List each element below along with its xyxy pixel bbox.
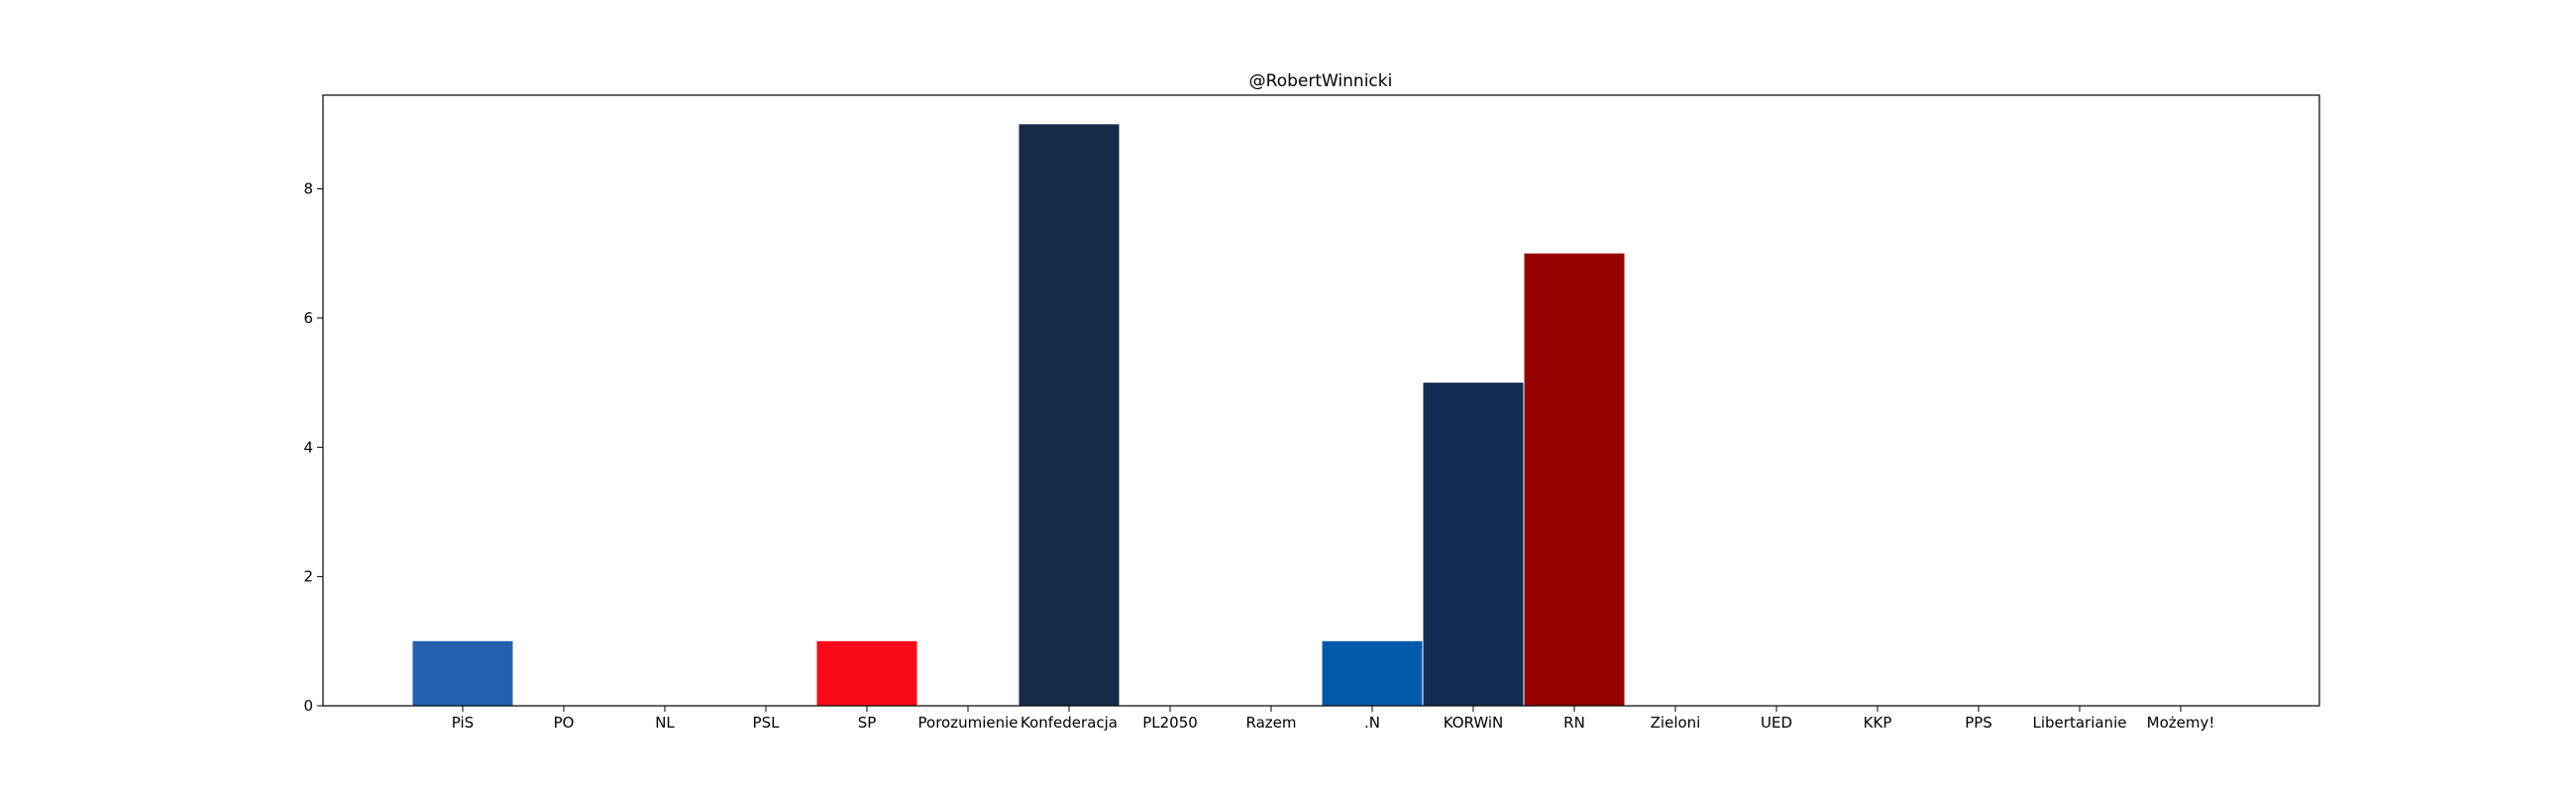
x-tick-label: PiS (452, 714, 474, 732)
x-tick-label: PO (554, 714, 575, 732)
y-tick-label: 6 (303, 309, 313, 327)
x-tick-label: Razem (1246, 714, 1297, 732)
x-tick-label: PL2050 (1142, 714, 1198, 732)
y-tick-label: 2 (303, 568, 313, 586)
x-tick-label: UED (1761, 714, 1792, 732)
plot-frame (322, 94, 2320, 707)
x-tick-label: PSL (753, 714, 781, 732)
bar-PiS (412, 640, 513, 706)
y-tick-label: 8 (303, 180, 313, 198)
bars-group (412, 124, 1625, 707)
x-tick-label: Zieloni (1651, 714, 1701, 732)
y-tick-label: 0 (303, 697, 313, 715)
bar-RN (1524, 253, 1625, 706)
bar-.N (1322, 640, 1423, 706)
x-tick-label: Porozumienie (918, 714, 1019, 732)
x-tick-label: SP (858, 714, 877, 732)
x-tick-label: KKP (1864, 714, 1892, 732)
x-tick-label: KORWiN (1444, 714, 1504, 732)
x-tick-label: Libertarianie (2033, 714, 2127, 732)
x-tick-label: .N (1364, 714, 1380, 732)
chart-title: @RobertWinnicki (1249, 71, 1393, 91)
x-tick-label: RN (1563, 714, 1585, 732)
x-tick-label: Konfederacja (1020, 714, 1118, 732)
bar-Konfederacja (1019, 124, 1120, 707)
y-tick-label: 4 (303, 438, 313, 456)
x-tick-label: Możemy! (2147, 714, 2215, 732)
x-axis: PiS PO NL PSL SP Porozumienie Konfederacja PL20… (452, 706, 2215, 732)
bar-SP (816, 640, 917, 706)
x-tick-label: NL (655, 714, 675, 732)
y-axis: 0 2 4 6 8 (303, 180, 323, 715)
x-tick-label: PPS (1965, 714, 1992, 732)
bar-KORWiN (1423, 383, 1524, 706)
